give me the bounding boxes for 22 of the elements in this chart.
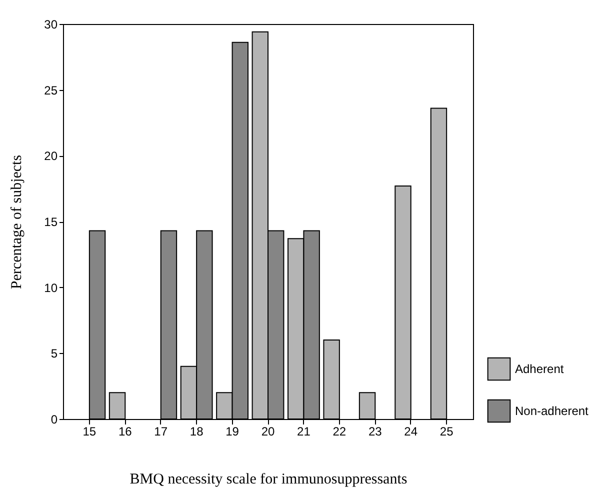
x-tick-label: 18 (190, 424, 204, 438)
y-tick-label: 0 (50, 412, 58, 426)
x-tick-label: 16 (118, 424, 132, 438)
x-tick-label: 17 (154, 424, 168, 438)
y-tick-label: 20 (44, 149, 58, 164)
x-tick-label: 24 (404, 424, 418, 438)
x-tick-label: 21 (297, 424, 311, 438)
legend-label: Adherent (515, 362, 564, 376)
x-axis-title: BMQ necessity scale for immunosuppressants (130, 472, 408, 488)
y-tick-label: 5 (50, 346, 58, 361)
y-tick-label: 30 (44, 18, 58, 32)
x-tick-label: 19 (226, 424, 240, 438)
x-tick-label: 22 (332, 424, 346, 438)
y-tick-label: 25 (44, 83, 58, 98)
x-tick-label: 25 (440, 424, 454, 438)
y-tick-label: 15 (44, 215, 58, 229)
x-tick-label: 23 (368, 424, 382, 438)
x-tick-label: 15 (82, 424, 96, 438)
y-tick-label: 10 (44, 280, 58, 295)
legend-label: Non-adherent (515, 404, 590, 418)
y-axis-title: Percentage of subjects (9, 154, 26, 290)
x-tick-label: 20 (261, 424, 275, 438)
